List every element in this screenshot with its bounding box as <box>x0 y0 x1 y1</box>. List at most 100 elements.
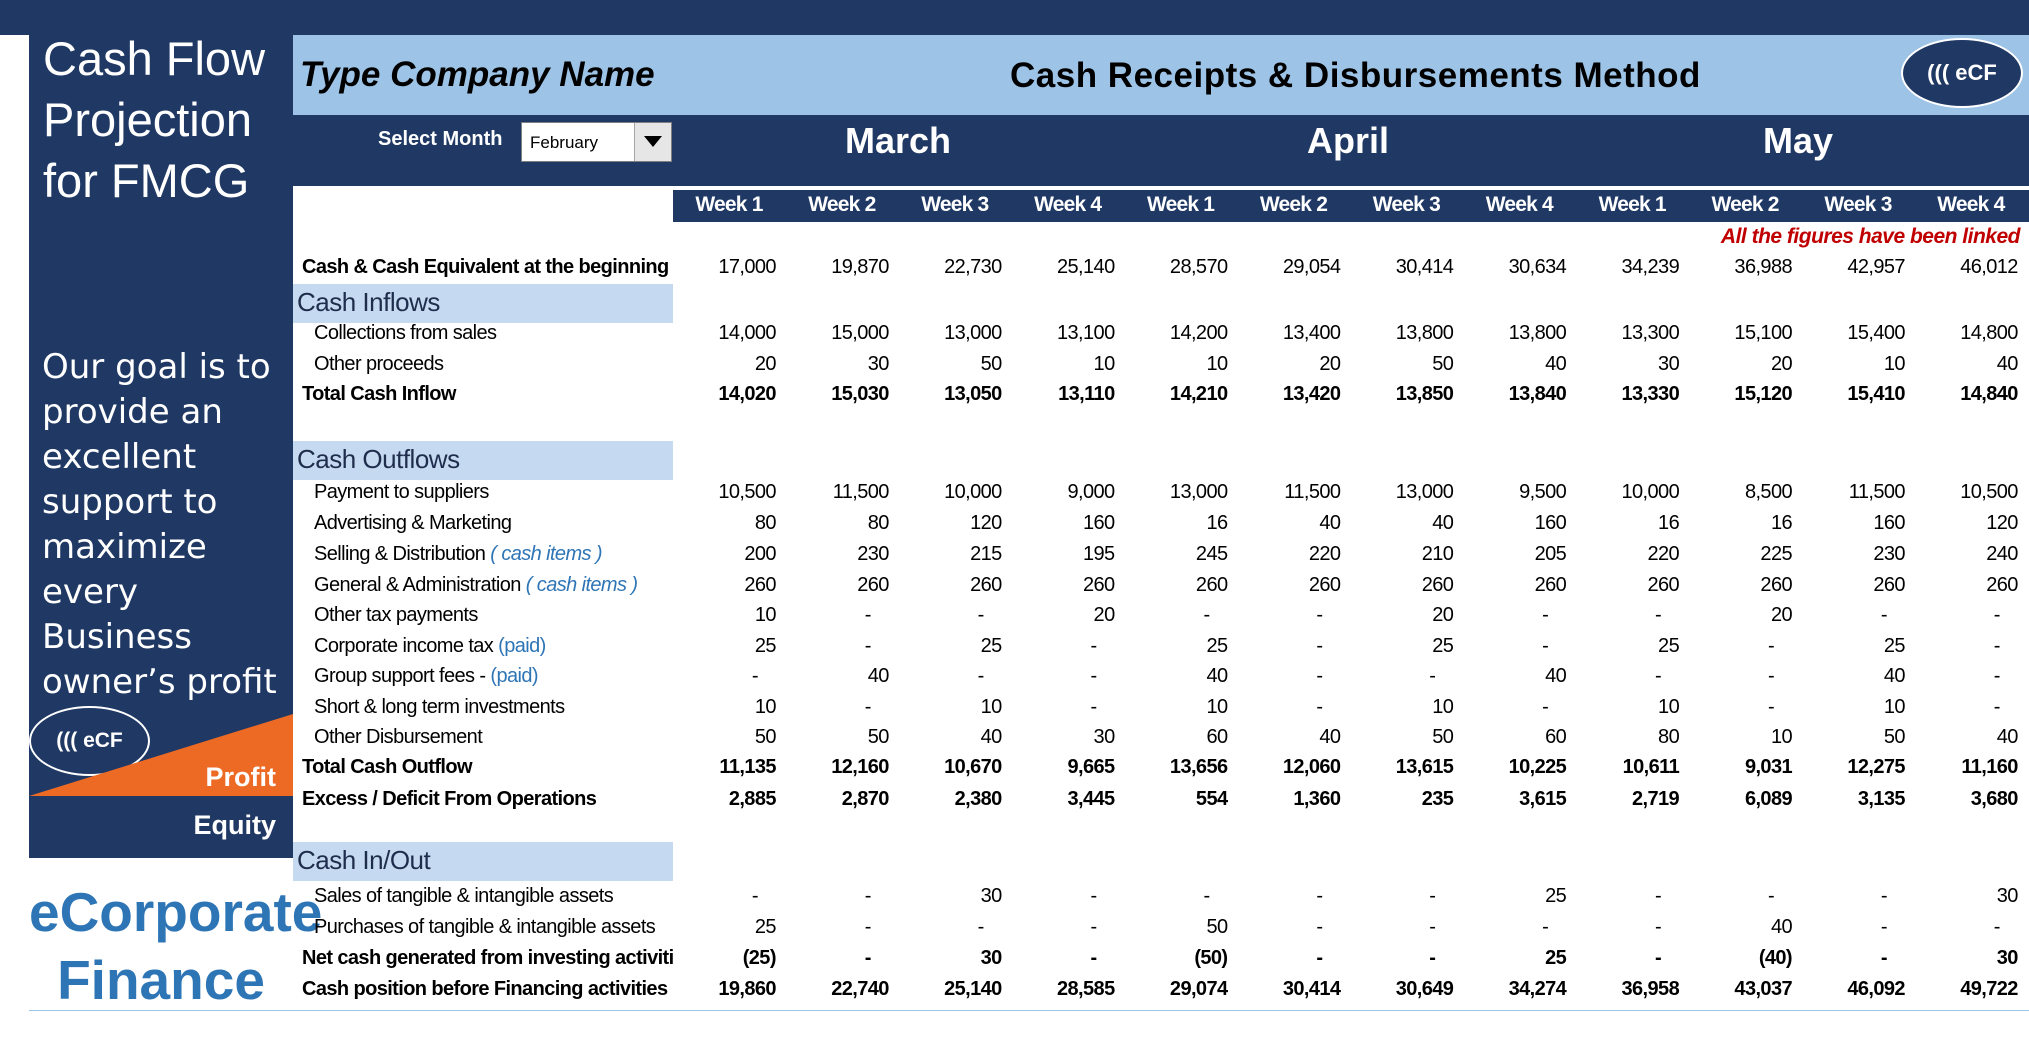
table-cell: 260 <box>1760 574 1792 596</box>
table-cell: 40 <box>1883 665 1906 687</box>
table-cell: 220 <box>1647 543 1680 565</box>
table-cell: 25,140 <box>1057 256 1115 278</box>
table-cell: - <box>1316 635 1323 657</box>
table-cell: 80 <box>867 512 890 534</box>
table-cell: 28,585 <box>1057 978 1115 1000</box>
week-header: Week 4 <box>1034 193 1102 216</box>
table-cell: - <box>751 665 759 687</box>
method-title: Cash Receipts & Disbursements Method <box>1010 56 1701 95</box>
table-cell: 40 <box>1319 512 1341 534</box>
row-label: Selling & Distribution ( cash items ) <box>314 543 603 566</box>
table-cell: 25 <box>1658 635 1680 657</box>
table-cell: 15,030 <box>831 383 889 405</box>
table-cell: 13,420 <box>1282 383 1341 405</box>
table-cell: (50) <box>1194 947 1228 969</box>
table-cell: 12,060 <box>1282 756 1341 778</box>
table-cell: 235 <box>1421 788 1454 810</box>
week-header: Week 3 <box>921 193 989 216</box>
table-cell: 260 <box>1421 574 1454 596</box>
table-cell: - <box>1090 885 1098 907</box>
row-label-tag: (paid) <box>493 635 546 657</box>
table-cell: - <box>1429 665 1436 687</box>
table-cell: - <box>1316 696 1323 718</box>
table-cell: 40 <box>1770 916 1793 938</box>
sidebar-title: Cash Flow Projection for FMCG <box>43 32 266 207</box>
table-cell: 60 <box>1206 726 1228 748</box>
table-cell: 30 <box>867 353 890 375</box>
month-select-dropdown-button[interactable] <box>634 123 671 161</box>
row-label: Cash & Cash Equivalent at the beginning <box>302 256 669 279</box>
equity-label: Equity <box>193 810 276 840</box>
section-title: Cash In/Out <box>297 845 431 875</box>
table-cell: 30 <box>980 947 1003 969</box>
table-cell: 40 <box>1545 353 1567 375</box>
table-cell: 80 <box>754 512 777 534</box>
table-cell: 260 <box>1873 574 1905 596</box>
table-cell: - <box>1090 665 1098 687</box>
table-cell: 230 <box>857 543 889 565</box>
table-cell: - <box>1542 604 1549 626</box>
table-cell: 13,300 <box>1621 322 1680 344</box>
table-cell: 225 <box>1760 543 1792 565</box>
table-cell: 554 <box>1195 788 1228 810</box>
table-cell: 215 <box>970 543 1002 565</box>
table-cell: - <box>1316 916 1323 938</box>
linked-figures-note: All the figures have been linked <box>1720 225 2021 248</box>
table-cell: 25 <box>1545 947 1567 969</box>
table-cell: 40 <box>1545 665 1567 687</box>
table-cell: 10,611 <box>1622 756 1680 778</box>
table-cell: 20 <box>1770 604 1793 626</box>
company-name[interactable]: Type Company Name <box>300 55 655 94</box>
table-cell: 15,120 <box>1734 383 1792 405</box>
table-cell: 28,570 <box>1169 256 1228 278</box>
section-title: Cash Inflows <box>297 287 440 317</box>
row-label-text: Excess / Deficit From Operations <box>302 788 597 810</box>
table-cell: 40 <box>980 726 1003 748</box>
table-cell: 260 <box>1534 574 1567 596</box>
table-cell: 16 <box>1658 512 1680 534</box>
table-cell: 50 <box>1432 726 1454 748</box>
table-cell: 2,870 <box>841 788 890 810</box>
row-label: Other tax payments <box>314 604 478 627</box>
table-cell: 11,500 <box>832 481 890 503</box>
table-cell: 15,410 <box>1847 383 1905 405</box>
row-label: Net cash generated from investing activi… <box>302 947 674 970</box>
table-cell: 13,800 <box>1395 322 1454 344</box>
table-cell: 50 <box>1883 726 1906 748</box>
table-cell: 200 <box>744 543 776 565</box>
table-cell: 13,850 <box>1395 383 1454 405</box>
table-cell: 240 <box>1986 543 2018 565</box>
top-bar <box>0 0 2029 35</box>
table-cell: 14,840 <box>1960 383 2018 405</box>
row-label: Excess / Deficit From Operations <box>302 788 597 811</box>
table-cell: 50 <box>1206 916 1228 938</box>
month-header-3: May <box>1762 120 1834 161</box>
table-cell: 20 <box>1319 353 1341 375</box>
table-cell: - <box>864 947 872 969</box>
table-cell: 13,000 <box>1169 481 1228 503</box>
week-header: Week 3 <box>1372 193 1441 216</box>
table-cell: - <box>1655 604 1662 626</box>
table-cell: 2,719 <box>1632 788 1680 810</box>
row-label-tag: ( cash items ) <box>520 574 638 596</box>
table-cell: - <box>1880 916 1888 938</box>
table-cell: 160 <box>1534 512 1567 534</box>
month-select[interactable]: February <box>521 122 672 162</box>
row-label: Short & long term investments <box>314 696 565 719</box>
table-cell: 13,100 <box>1057 322 1115 344</box>
table-cell: 25 <box>980 635 1003 657</box>
table-cell: 25 <box>1432 635 1454 657</box>
table-cell: 13,800 <box>1508 322 1567 344</box>
brand-name-line2: Finance <box>57 949 265 1011</box>
table-cell: 205 <box>1534 543 1567 565</box>
table-cell: 10 <box>1883 353 1906 375</box>
row-label: Collections from sales <box>314 322 497 345</box>
table-cell: 220 <box>1308 543 1341 565</box>
section-title: Cash Outflows <box>297 444 460 474</box>
table-cell: 245 <box>1195 543 1228 565</box>
row-label: General & Administration ( cash items ) <box>314 574 638 597</box>
table-cell: 6,089 <box>1744 788 1793 810</box>
table-cell: - <box>1655 665 1662 687</box>
table-cell: (25) <box>742 947 777 969</box>
row-label-text: Cash position before Financing activitie… <box>302 978 668 1000</box>
